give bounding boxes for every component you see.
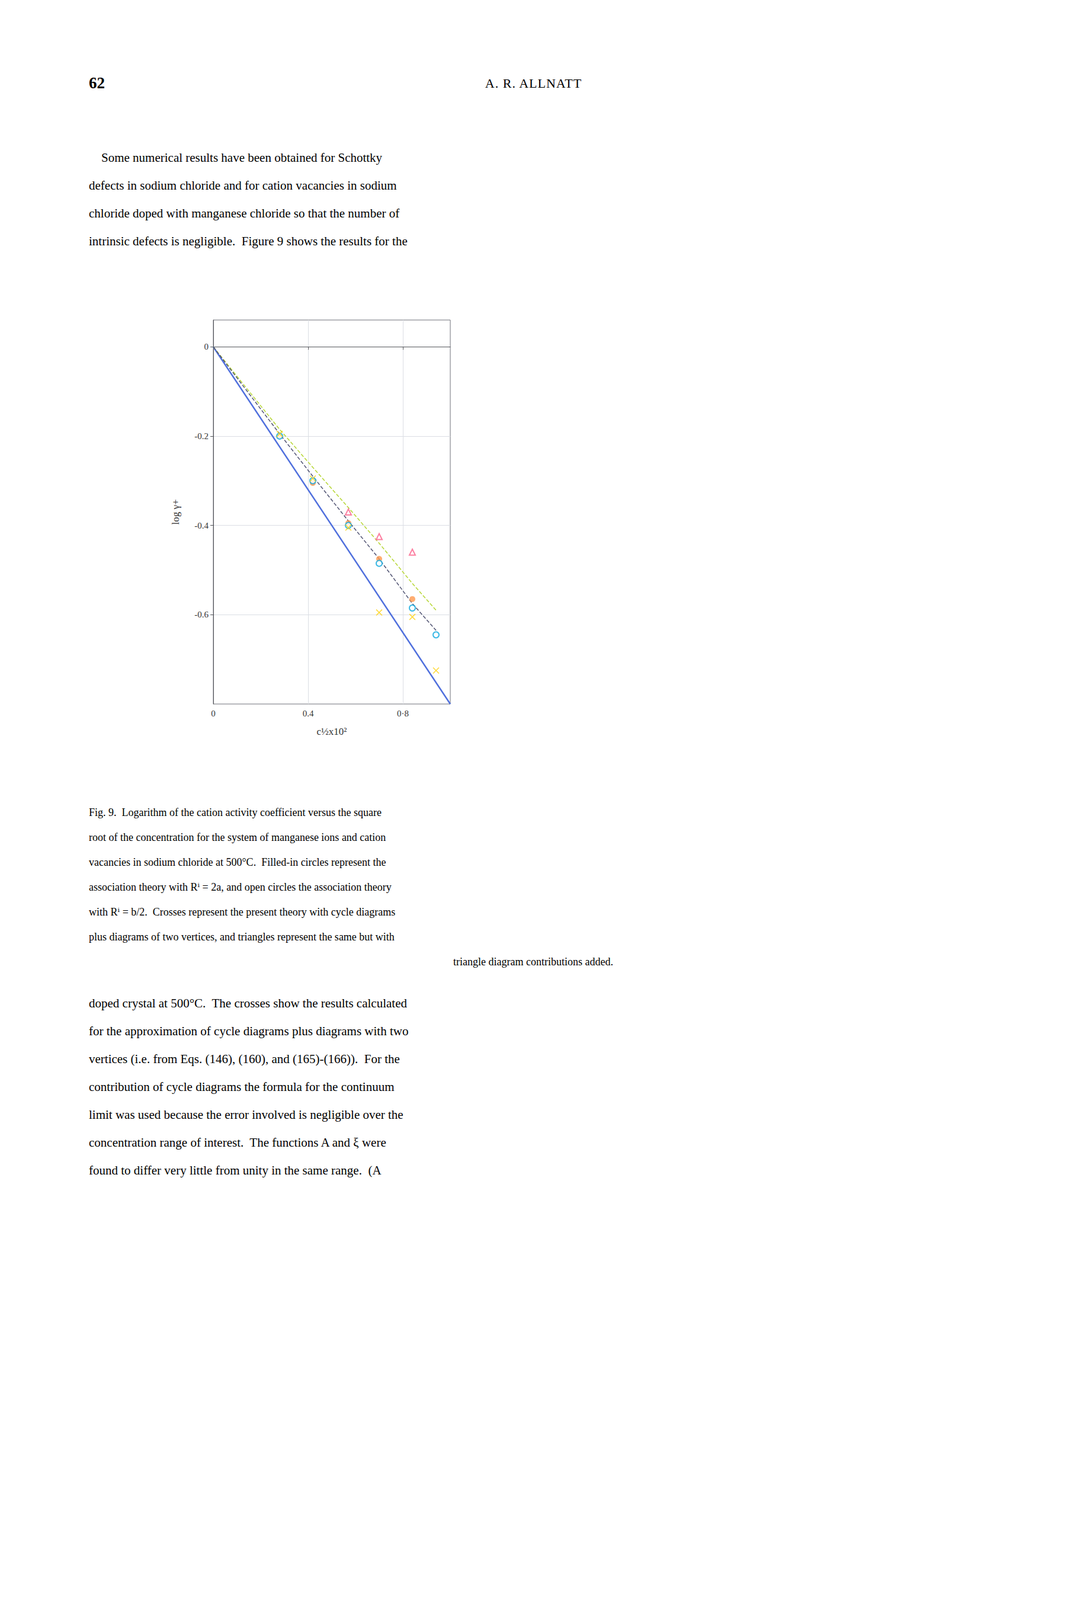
svg-text:0·8: 0·8 [396, 708, 409, 719]
svg-text:0.4: 0.4 [302, 708, 314, 719]
html-text:intrinsic defects is negligibl: intrinsic defects is negligible. Figure … [88, 234, 408, 249]
html-text:contribution of cycle diagrams: contribution of cycle diagrams the formu… [88, 1079, 395, 1094]
html-text:doped crystal at 500°C. The cr: doped crystal at 500°C. The crosses show… [88, 995, 408, 1011]
html-text:association theory with Rⁱ = 2: association theory with Rⁱ = 2a, and ope… [88, 880, 392, 893]
svg-text:0: 0 [210, 708, 216, 719]
svg-text:-0.6: -0.6 [194, 609, 209, 620]
html-text:plus diagrams of two vertices,: plus diagrams of two vertices, and trian… [88, 930, 395, 943]
html-text:vacancies in sodium chloride a: vacancies in sodium chloride at 500°C. F… [88, 856, 387, 868]
html-text:vertices (i.e. from Eqs. (146): vertices (i.e. from Eqs. (146), (160), a… [88, 1051, 400, 1066]
html-text:with Rⁱ = b/2. Crosses represe: with Rⁱ = b/2. Crosses represent the pre… [88, 905, 396, 918]
html-text:defects in sodium chloride and: defects in sodium chloride and for catio… [88, 178, 397, 193]
html-text:triangle diagram contributions: triangle diagram contributions added. [453, 955, 614, 968]
html-text:for the approximation of cycle: for the approximation of cycle diagrams … [88, 1023, 409, 1038]
html-text:Some numerical results have be: Some numerical results have been obtaine… [88, 150, 383, 165]
svg-text:0: 0 [204, 341, 210, 352]
html-text:limit was used because the err: limit was used because the error involve… [88, 1107, 404, 1122]
html-text:found to differ very little fr: found to differ very little from unity i… [88, 1162, 382, 1178]
html-text:62: 62 [88, 74, 105, 92]
html-text:root of the concentration for: root of the concentration for the system… [88, 831, 386, 844]
svg-text:-0.2: -0.2 [194, 431, 209, 441]
html-text:A. R. ALLNATT: A. R. ALLNATT [485, 75, 582, 91]
svg-text:c½x10²: c½x10² [316, 725, 348, 738]
html-text:concentration range of interes: concentration range of interest. The fun… [88, 1135, 387, 1150]
svg-text:-0.4: -0.4 [194, 520, 209, 531]
svg-text:log γ+: log γ+ [170, 498, 182, 525]
html-text:chloride doped with manganese: chloride doped with manganese chloride s… [88, 206, 400, 221]
html-text:Fig. 9. Logarithm of the catio: Fig. 9. Logarithm of the cation activity… [88, 806, 382, 819]
